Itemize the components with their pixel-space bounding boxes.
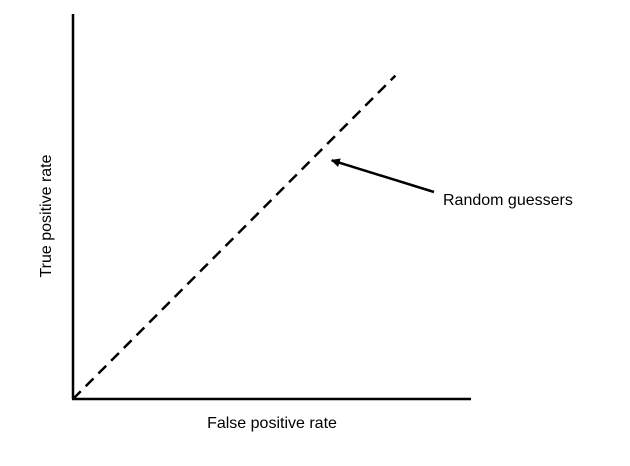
annotation-arrow (330, 158, 435, 194)
annotation-label: Random guessers (443, 192, 573, 209)
series-layer (72, 74, 397, 400)
y-axis-label: True positive rate (38, 154, 55, 277)
x-axis-label: False positive rate (207, 415, 337, 432)
diagonal-dashed-line (72, 74, 397, 400)
